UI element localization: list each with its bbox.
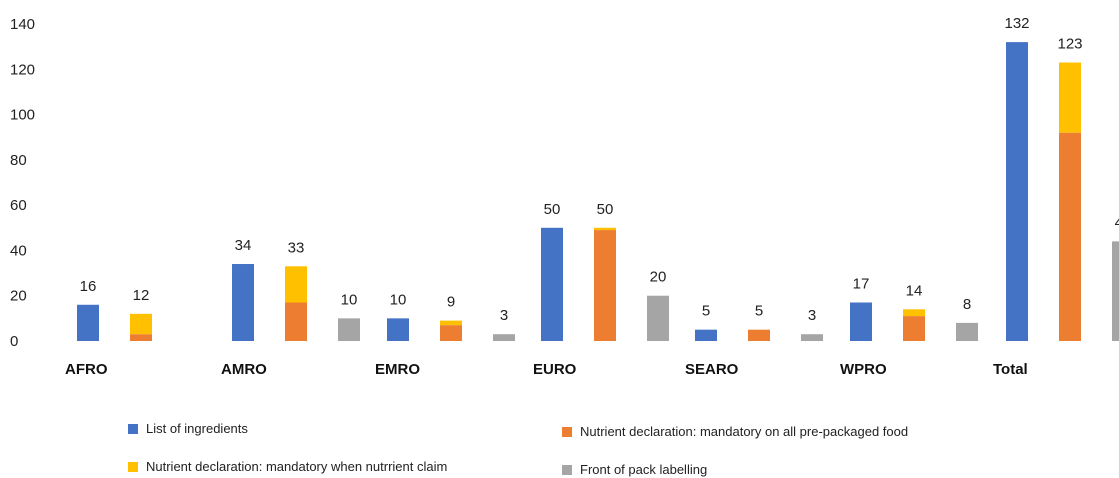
bar-nutrient-claim (440, 321, 462, 326)
data-label: 34 (235, 237, 252, 254)
data-label: 5 (702, 303, 710, 320)
legend-swatch (562, 427, 572, 437)
data-label: 50 (544, 201, 561, 218)
x-category-label: SEARO (685, 361, 739, 378)
data-label: 132 (1004, 15, 1029, 32)
legend-item-nutrient-claim: Nutrient declaration: mandatory when nut… (128, 459, 447, 474)
bar-ingredients (77, 305, 99, 341)
bar-nutrient-all (903, 316, 925, 341)
y-tick-label: 0 (10, 333, 18, 350)
bar-nutrient-claim (285, 266, 307, 302)
legend-item-ingredients: List of ingredients (128, 421, 248, 436)
data-label: 17 (853, 276, 870, 293)
bar-ingredients (850, 303, 872, 341)
data-label: 5 (755, 303, 763, 320)
y-tick-label: 60 (10, 197, 27, 214)
x-category-label: EMRO (375, 361, 420, 378)
y-tick-label: 80 (10, 152, 27, 169)
legend-label: Front of pack labelling (580, 462, 707, 477)
data-label: 8 (963, 296, 971, 313)
bar-nutrient-claim (903, 309, 925, 316)
bar-front-of-pack (338, 318, 360, 341)
data-label: 16 (80, 278, 97, 295)
x-category-label: AMRO (221, 361, 267, 378)
data-label: 44 (1115, 214, 1119, 231)
bar-nutrient-claim (130, 314, 152, 334)
bar-ingredients (695, 330, 717, 341)
legend-label: Nutrient declaration: mandatory on all p… (580, 424, 908, 439)
y-tick-label: 100 (10, 107, 35, 124)
data-label: 9 (447, 294, 455, 311)
legend-item-front-of-pack: Front of pack labelling (562, 462, 707, 477)
bar-nutrient-all (1059, 133, 1081, 341)
x-category-label: EURO (533, 361, 577, 378)
legend-label: Nutrient declaration: mandatory when nut… (146, 459, 447, 474)
legend-swatch (128, 462, 138, 472)
y-tick-label: 40 (10, 242, 27, 259)
bar-front-of-pack (1112, 241, 1119, 341)
x-axis: AFRO AMRO EMRO EURO SEARO WPRO Total (65, 361, 1028, 378)
bar-ingredients (1006, 42, 1028, 341)
y-axis: 0 20 40 60 80 100 120 140 (10, 16, 35, 350)
bar-nutrient-all (285, 303, 307, 341)
data-label: 12 (133, 287, 150, 304)
bar-front-of-pack (647, 296, 669, 341)
legend-item-nutrient-all: Nutrient declaration: mandatory on all p… (562, 424, 908, 439)
data-label: 33 (288, 239, 305, 256)
data-label: 3 (500, 307, 508, 324)
x-category-label: AFRO (65, 361, 108, 378)
y-tick-label: 140 (10, 16, 35, 33)
y-tick-label: 120 (10, 61, 35, 78)
bar-ingredients (232, 264, 254, 341)
bar-nutrient-claim (1059, 62, 1081, 132)
bar-nutrient-all (748, 330, 770, 341)
data-label: 50 (597, 201, 614, 218)
bar-ingredients (387, 318, 409, 341)
data-label: 14 (906, 282, 923, 299)
legend-label: List of ingredients (146, 421, 248, 436)
legend-swatch (562, 465, 572, 475)
data-label: 123 (1057, 35, 1082, 52)
x-category-label: Total (993, 361, 1028, 378)
bar-front-of-pack (493, 334, 515, 341)
x-category-label: WPRO (840, 361, 887, 378)
data-label: 10 (341, 291, 358, 308)
y-tick-label: 20 (10, 288, 27, 305)
bar-ingredients (541, 228, 563, 341)
data-label: 3 (808, 307, 816, 324)
bar-nutrient-all (440, 325, 462, 341)
bar-front-of-pack (801, 334, 823, 341)
bar-nutrient-all (594, 230, 616, 341)
legend-swatch (128, 424, 138, 434)
data-label: 10 (390, 291, 407, 308)
bar-nutrient-claim (594, 228, 616, 230)
bar-nutrient-all (130, 334, 152, 341)
data-label: 20 (650, 269, 667, 286)
bar-front-of-pack (956, 323, 978, 341)
